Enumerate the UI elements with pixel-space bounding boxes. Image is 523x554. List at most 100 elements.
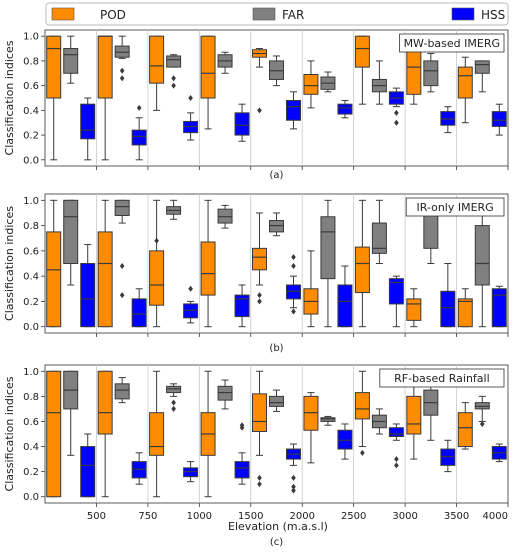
- box-body: [234, 461, 250, 479]
- box-hss: [80, 433, 96, 498]
- box-pod: [252, 370, 267, 488]
- outlier: [257, 292, 262, 299]
- x-tick-label: 2500: [341, 511, 366, 522]
- outlier: [188, 285, 193, 292]
- box-pod: [200, 199, 216, 328]
- box-body: [269, 220, 284, 233]
- outlier: [394, 462, 399, 469]
- box-pod: [200, 370, 216, 498]
- panel-3: 0.0 0.2 0.4 0.6 0.8 1.0 Classification indices…: [3, 364, 509, 548]
- box-far: [371, 408, 387, 435]
- box-body: [200, 35, 216, 99]
- outlier: [394, 456, 399, 463]
- y-tick-label: 1.0: [23, 196, 39, 207]
- outlier: [239, 422, 245, 429]
- box-body: [474, 225, 490, 286]
- box-hss: [388, 423, 404, 469]
- box-body: [457, 412, 473, 448]
- box-hss: [286, 254, 301, 315]
- box-body: [234, 294, 250, 318]
- box-pod: [457, 56, 473, 124]
- outlier: [257, 481, 262, 488]
- y-tick-label: 0.6: [23, 246, 39, 257]
- box-body: [406, 48, 422, 95]
- box-pod: [303, 250, 319, 328]
- box-far: [63, 199, 79, 286]
- box-body: [269, 395, 284, 407]
- box-hss: [388, 87, 404, 126]
- box-body: [388, 427, 404, 438]
- box-hss: [491, 103, 507, 136]
- box-hss: [440, 263, 456, 328]
- box-far: [114, 377, 130, 404]
- legend-item-pod: POD: [51, 7, 126, 22]
- outlier: [257, 107, 262, 114]
- box-body: [97, 35, 113, 99]
- box-hss: [80, 244, 96, 328]
- outlier: [360, 449, 365, 456]
- box-far: [269, 55, 284, 87]
- legend-swatch-far: [252, 7, 276, 21]
- box-body: [46, 370, 62, 498]
- box-body: [303, 74, 319, 95]
- outlier: [119, 292, 125, 299]
- box-body: [286, 99, 301, 121]
- y-tick-label: 0.2: [23, 297, 39, 308]
- box-hss: [234, 103, 250, 142]
- y-tick-label: 0.0: [23, 492, 39, 503]
- box-body: [371, 222, 387, 254]
- box-body: [131, 298, 147, 328]
- legend-swatch-hss: [451, 7, 475, 21]
- box-pod: [406, 288, 422, 328]
- box-hss: [234, 422, 250, 485]
- outlier: [291, 254, 296, 261]
- outlier: [291, 487, 296, 494]
- outlier: [119, 75, 125, 82]
- box-hss: [286, 91, 301, 130]
- box-pod: [303, 392, 319, 464]
- y-tick-label: 0.4: [23, 106, 39, 117]
- box-body: [149, 35, 165, 84]
- panel-2: 0.0 0.2 0.4 0.6 0.8 1.0 Classification indices…: [3, 193, 509, 354]
- y-tick-label: 0.4: [23, 272, 39, 283]
- box-far: [474, 60, 490, 93]
- legend-item-far: FAR: [252, 7, 304, 22]
- outlier: [171, 75, 176, 82]
- box-body: [440, 290, 456, 328]
- y-tick-label: 0.0: [23, 155, 39, 166]
- box-pod: [149, 370, 165, 498]
- box-hss: [234, 284, 250, 328]
- box-far: [166, 199, 182, 220]
- legend-frame: [45, 2, 509, 26]
- box-body: [166, 55, 182, 68]
- y-tick-label: 0.2: [23, 131, 39, 142]
- panel-caption: (a): [270, 170, 284, 181]
- box-body: [166, 385, 182, 394]
- y-tick-label: 0.8: [23, 392, 39, 403]
- box-hss: [440, 439, 456, 473]
- box-body: [440, 448, 456, 466]
- box-body: [354, 246, 370, 294]
- x-tick-label: 500: [87, 511, 106, 522]
- box-far: [269, 212, 284, 237]
- box-far: [114, 199, 130, 299]
- box-body: [97, 231, 113, 328]
- box-body: [80, 263, 96, 328]
- y-tick-label: 0.4: [23, 442, 39, 453]
- x-tick-label: 1500: [238, 511, 263, 522]
- box-body: [423, 60, 439, 87]
- box-body: [200, 241, 216, 296]
- outlier: [479, 420, 485, 427]
- box-pod: [252, 48, 267, 114]
- legend-item-hss: HSS: [451, 7, 505, 22]
- legend-label-far: FAR: [282, 8, 304, 22]
- box-body: [320, 216, 336, 280]
- box-pod: [46, 199, 62, 328]
- box-hss: [131, 104, 147, 161]
- y-axis-label: Classification indices: [3, 376, 16, 491]
- x-tick-label: 2000: [289, 511, 314, 522]
- y-axis-label: Classification indices: [3, 40, 16, 155]
- box-far: [371, 199, 387, 264]
- y-tick-label: 0.8: [23, 221, 39, 232]
- box-hss: [491, 285, 507, 328]
